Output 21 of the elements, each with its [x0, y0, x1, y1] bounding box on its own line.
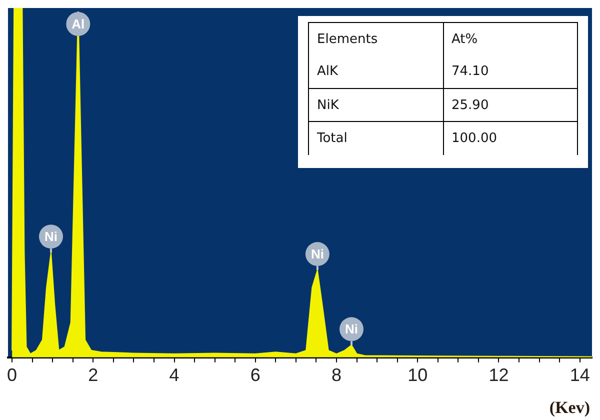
x-tick-label: 14: [570, 365, 590, 386]
annotation: Total: [308, 122, 443, 154]
annotation: Ni: [44, 229, 58, 244]
annotation: NiK: [308, 88, 443, 122]
x-tick-label: 6: [250, 365, 260, 386]
x-tick-label: 10: [408, 365, 428, 386]
x-tick-label: 4: [169, 365, 180, 386]
x-axis-title: (Kev): [549, 398, 590, 418]
annotation: Ni: [345, 322, 358, 337]
annotation: 25.90: [443, 88, 578, 122]
annotation: Al: [72, 16, 85, 32]
x-tick-label: 12: [488, 365, 509, 386]
x-tick-label: 2: [88, 365, 98, 386]
annotation: 74.10: [443, 56, 578, 88]
x-tick-label: 0: [7, 365, 18, 386]
annotation: AlK: [308, 56, 443, 88]
x-tick-label: 8: [331, 365, 342, 386]
annotation: Elements: [308, 22, 443, 56]
annotation: At%: [443, 22, 578, 56]
annotation: 100.00: [443, 122, 578, 154]
annotation: Ni: [310, 246, 324, 262]
